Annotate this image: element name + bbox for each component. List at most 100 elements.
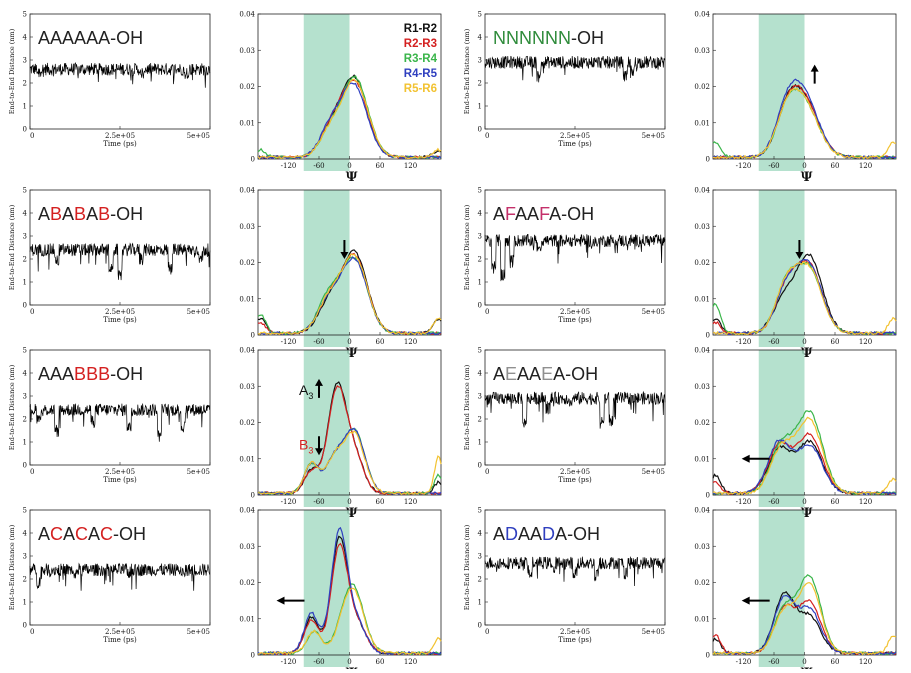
time-axis-label: Time (ps) — [558, 476, 592, 484]
psi-ytick-label: 0.04 — [694, 347, 710, 355]
time-xtick-label: 0 — [30, 308, 34, 316]
distance-ytick-label: 1 — [23, 599, 27, 607]
distance-trace — [29, 62, 211, 88]
psi-xtick-label: 60 — [376, 498, 385, 506]
time-xtick-label: 5e+05 — [187, 308, 210, 316]
psi-ytick-label: 0.03 — [239, 47, 255, 55]
time-axis-label: Time (ps) — [103, 316, 137, 324]
psi-xtick-label: 60 — [376, 658, 385, 666]
psi-ytick-label: 0.01 — [239, 615, 255, 623]
psi-ytick-label: 0.04 — [239, 11, 255, 19]
arrow-marker: A3 — [299, 378, 323, 401]
distance-trace — [29, 242, 211, 281]
sequence-residue: A — [527, 204, 539, 224]
psi-axis-label: Ψ — [801, 170, 813, 185]
distance-ytick-label: 0 — [478, 462, 482, 470]
arrow-head — [276, 596, 285, 605]
psi-ytick-label: 0.02 — [239, 419, 255, 427]
distance-ytick-label: 2 — [23, 80, 27, 88]
distance-ytick-label: 3 — [23, 233, 27, 241]
psi-ytick-label: 0.01 — [694, 295, 710, 303]
psi-ytick-label: 0.02 — [694, 579, 710, 587]
distance-ytick-label: 1 — [478, 103, 482, 111]
time-xtick-label: 0 — [485, 308, 489, 316]
sequence-label: AAAAAA-OH — [38, 28, 143, 48]
sequence-residue: A — [62, 364, 74, 384]
psi-ytick-label: 0.01 — [239, 455, 255, 463]
psi-xtick-label: -60 — [768, 658, 779, 666]
distance-axis-label: End-to-End Distance (nm) — [463, 204, 471, 290]
legend-entry: R3-R4 — [404, 53, 438, 65]
distance-trace — [484, 556, 666, 587]
psi-ytick-label: 0 — [251, 332, 255, 340]
sequence-residue: N — [506, 28, 519, 48]
psi-series-line — [257, 78, 442, 160]
distance-ytick-label: 5 — [478, 507, 482, 515]
sequence-label: AEAAEA-OH — [493, 364, 598, 384]
legend-entry: R2-R3 — [404, 38, 437, 50]
distance-ytick-label: 1 — [23, 439, 27, 447]
psi-xtick-label: -60 — [768, 162, 779, 170]
distance-ytick-label: 1 — [478, 439, 482, 447]
distance-ytick-label: 2 — [23, 576, 27, 584]
arrow-head — [741, 596, 750, 605]
distance-axis-label: End-to-End Distance (nm) — [463, 524, 471, 610]
psi-ytick-label: 0.01 — [694, 615, 710, 623]
sequence-residue: B — [98, 364, 110, 384]
psi-xtick-label: 0 — [347, 162, 351, 170]
sequence-residue: A — [38, 204, 50, 224]
distance-axis-label: End-to-End Distance (nm) — [8, 364, 16, 450]
distance-plot-ABABAB: End-to-End Distance (nm) 0 1 2 3 4 5 0 2.5e+05 5e… — [8, 187, 211, 324]
sequence-residue: D — [505, 524, 518, 544]
sequence-suffix: -OH — [110, 204, 143, 224]
distance-ytick-label: 3 — [478, 57, 482, 65]
annotation-subscript: 3 — [308, 391, 313, 401]
psi-xtick-label: 60 — [376, 162, 385, 170]
annotation-base: B — [299, 436, 308, 452]
sequence-residue: A — [38, 28, 50, 48]
sequence-label: ACACAC-OH — [38, 524, 146, 544]
psi-xtick-label: -120 — [281, 498, 297, 506]
psi-xtick-label: 60 — [831, 162, 840, 170]
arrow-head — [340, 252, 349, 259]
sequence-residue: A — [555, 524, 567, 544]
sequence-label: ABABAB-OH — [38, 204, 143, 224]
distance-ytick-label: 5 — [478, 347, 482, 355]
distance-trace — [484, 233, 666, 282]
psi-xtick-label: 120 — [404, 498, 417, 506]
psi-ytick-label: 0.02 — [239, 83, 255, 91]
arrow-marker — [810, 64, 819, 84]
sequence-residue: E — [505, 364, 517, 384]
sequence-residue: A — [50, 28, 62, 48]
psi-xtick-label: 0 — [347, 338, 351, 346]
distance-ytick-label: 0 — [23, 302, 27, 310]
distance-ytick-label: 1 — [23, 279, 27, 287]
psi-ytick-label: 0.03 — [239, 383, 255, 391]
sequence-residue: B — [74, 364, 86, 384]
distance-axis-label: End-to-End Distance (nm) — [8, 524, 16, 610]
time-axis-label: Time (ps) — [103, 140, 137, 148]
distance-plot-frame — [484, 349, 666, 466]
time-xtick-label: 2.5e+05 — [560, 132, 590, 140]
sequence-suffix: -OH — [567, 524, 600, 544]
psi-xtick-label: 120 — [859, 162, 872, 170]
psi-shaded-band — [758, 14, 805, 171]
distance-ytick-label: 2 — [478, 80, 482, 88]
time-xtick-label: 5e+05 — [187, 628, 210, 636]
distance-ytick-label: 0 — [23, 462, 27, 470]
distance-ytick-label: 1 — [478, 599, 482, 607]
psi-shaded-band — [758, 350, 805, 507]
arrow-annotation: B3 — [299, 436, 313, 455]
psi-series-line — [257, 253, 442, 336]
arrow-head — [315, 378, 323, 386]
psi-ytick-label: 0 — [251, 156, 255, 164]
distance-ytick-label: 3 — [478, 233, 482, 241]
psi-xtick-label: -120 — [281, 658, 297, 666]
sequence-label: AFAAFA-OH — [493, 204, 594, 224]
time-xtick-label: 5e+05 — [642, 628, 665, 636]
